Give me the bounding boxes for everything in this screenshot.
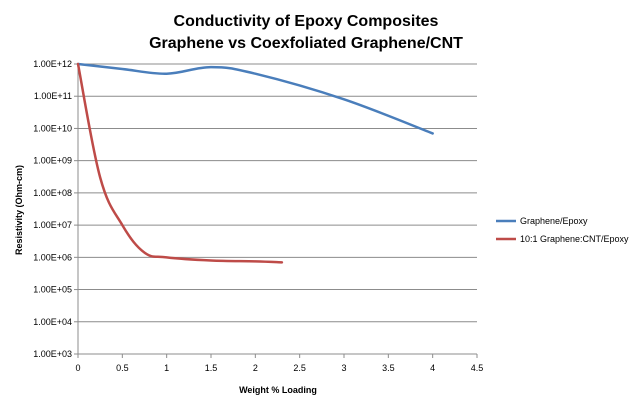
y-tick-label: 1.00E+07 (33, 220, 72, 230)
x-tick-label: 3 (341, 363, 346, 373)
series-lines (76, 62, 434, 264)
x-tick-label: 1 (164, 363, 169, 373)
legend-label-2: 10:1 Graphene:CNT/Epoxy (520, 234, 629, 244)
legend-label-1: Graphene/Epoxy (520, 216, 588, 226)
y-tick-label: 1.00E+08 (33, 188, 72, 198)
y-tick-label: 1.00E+11 (34, 91, 72, 101)
x-tick-label: 3.5 (382, 363, 395, 373)
x-tick-labels: 0 0.5 1 1.5 2 2.5 3 3.5 4 4.5 (75, 363, 483, 373)
y-tick-label: 1.00E+04 (33, 317, 72, 327)
x-tick-label: 4 (430, 363, 435, 373)
y-axis-label: Resistivity (Ohm-cm) (14, 165, 24, 255)
y-tick-label: 1.00E+06 (33, 252, 72, 262)
series-line-2 (76, 62, 284, 264)
y-tick-label: 1.00E+09 (33, 156, 72, 166)
legend: Graphene/Epoxy 10:1 Graphene:CNT/Epoxy (496, 216, 629, 244)
x-tick-label: 2 (253, 363, 258, 373)
y-tick-label: 1.00E+05 (33, 285, 72, 295)
y-tick-label: 1.00E+03 (33, 349, 72, 359)
x-tick-label: 2.5 (293, 363, 306, 373)
x-tick-label: 0 (75, 363, 80, 373)
y-tick-labels: 1.00E+03 1.00E+04 1.00E+05 1.00E+06 1.00E+07… (33, 59, 72, 359)
gridlines (74, 63, 477, 355)
x-tick-label: 4.5 (471, 363, 484, 373)
axes (77, 64, 478, 358)
chart-title-line1: Conductivity of Epoxy Composites (174, 13, 439, 30)
x-tick-label: 1.5 (205, 363, 218, 373)
chart-title-line2: Graphene vs Coexfoliated Graphene/CNT (149, 35, 463, 52)
y-tick-label: 1.00E+10 (33, 123, 72, 133)
x-tick-label: 0.5 (116, 363, 129, 373)
x-axis-label: Weight % Loading (239, 385, 317, 395)
y-tick-label: 1.00E+12 (33, 59, 72, 69)
series-line-1 (76, 62, 434, 135)
